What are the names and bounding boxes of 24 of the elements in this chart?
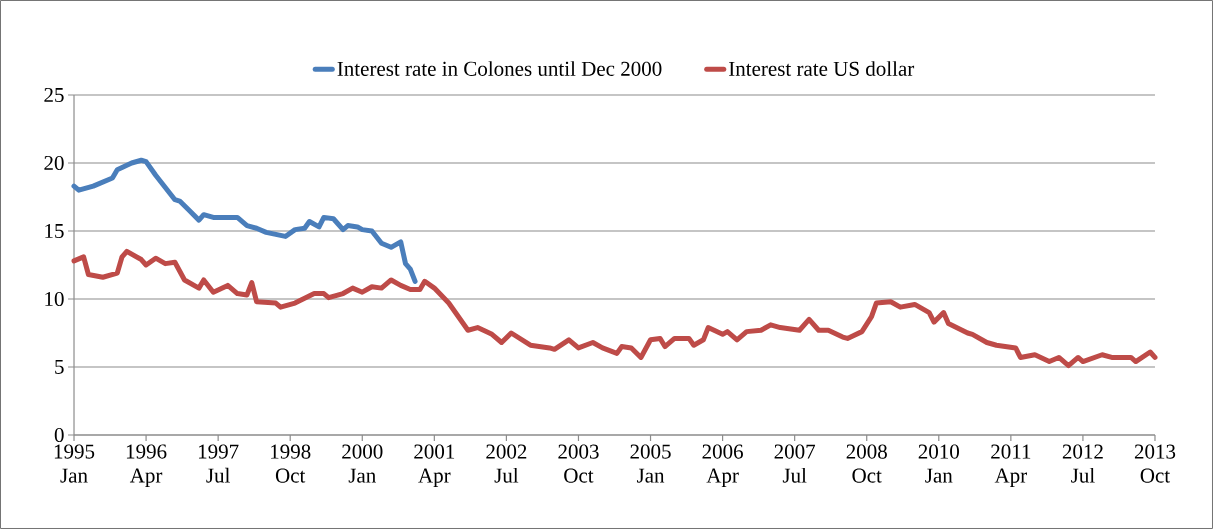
x-tick-label: 2013 Oct	[1134, 444, 1176, 483]
x-tick-label: 1997 Jul	[198, 444, 239, 483]
x-tick-label: 2003 Oct	[558, 444, 599, 483]
x-tick-label: 2006 Apr	[702, 444, 743, 487]
x-tick-label: 2000 Jan	[342, 444, 383, 483]
x-tick-label: 1998 Oct	[271, 444, 311, 483]
y-tick-label: 15	[45, 223, 64, 239]
x-tick-label: 2007 Jul	[774, 444, 816, 483]
x-tick-label: 1996 Apr	[126, 444, 167, 487]
x-tick-label: 1995 Jan	[54, 444, 95, 483]
x-tick-label: 2001 Apr	[414, 444, 455, 487]
y-tick-label: 0	[54, 427, 64, 443]
legend-label: Interest rate in Colones until Dec 2000	[337, 61, 662, 76]
y-tick-label: 5	[55, 360, 64, 374]
y-tick-label: 25	[44, 87, 64, 103]
x-tick-label: 2012 Jul	[1062, 444, 1103, 483]
x-tick-label: 2008 Oct	[846, 444, 887, 483]
x-tick-label: 2010 Jan	[918, 444, 959, 483]
y-tick-label: 20	[44, 155, 64, 171]
y-tick-label: 10	[45, 291, 64, 307]
x-tick-label: 2002 Jul	[486, 444, 527, 483]
legend-label: Interest rate US dollar	[729, 61, 915, 76]
x-tick-label: 2005 Jan	[630, 444, 671, 483]
x-tick-label: 2011 Apr	[991, 444, 1031, 487]
